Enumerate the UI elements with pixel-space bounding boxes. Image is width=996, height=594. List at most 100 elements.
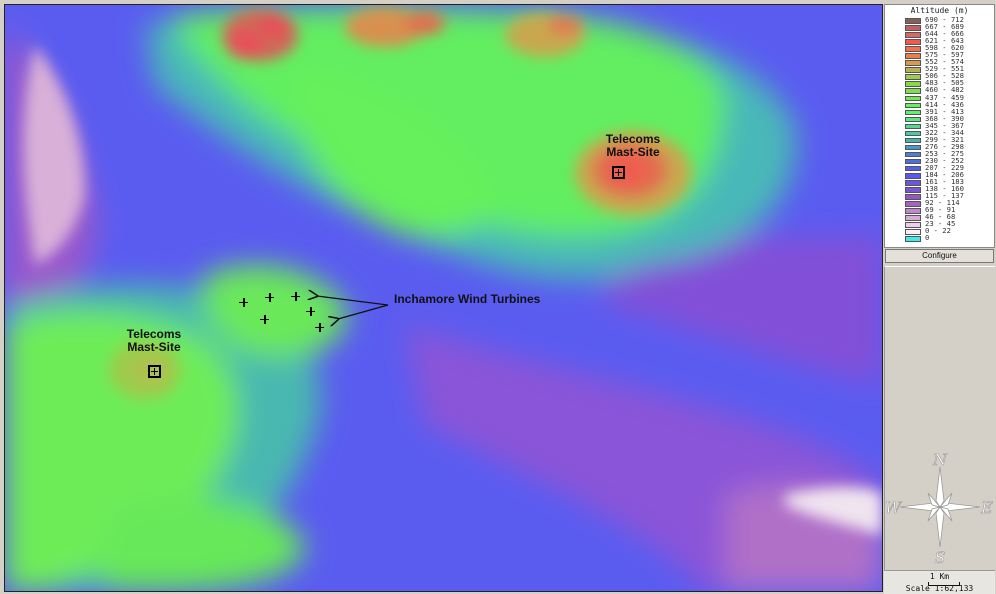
- mast-site-label-1: Telecoms Mast-Site: [605, 132, 661, 159]
- wind-turbine-marker[interactable]: [265, 293, 274, 302]
- mast-site-marker-1[interactable]: [612, 166, 625, 179]
- legend-swatch: [905, 144, 921, 151]
- legend-row: 0: [885, 233, 994, 243]
- legend-range-label: 46 - 68: [925, 212, 956, 222]
- legend-range-label: 414 - 436: [925, 99, 964, 109]
- legend-range-label: 276 - 298: [925, 141, 964, 151]
- legend-row: 276 - 298: [885, 141, 994, 151]
- legend-swatch: [905, 130, 921, 137]
- legend-row: 644 - 666: [885, 29, 994, 39]
- legend-swatch: [905, 102, 921, 109]
- legend-range-label: 644 - 666: [925, 29, 964, 39]
- legend-swatch: [905, 25, 921, 31]
- legend-row: 437 - 459: [885, 92, 994, 102]
- legend-swatch: [905, 53, 921, 59]
- terrain-raster: [5, 5, 882, 591]
- legend-swatch: [905, 60, 921, 66]
- legend-swatch: [905, 18, 921, 24]
- legend-swatch: [905, 123, 921, 130]
- legend-range-label: 598 - 620: [925, 43, 964, 53]
- legend-range-label: 0: [925, 233, 930, 243]
- legend-row: 690 - 712: [885, 16, 994, 24]
- wind-turbine-marker[interactable]: [260, 315, 269, 324]
- legend-range-label: 621 - 643: [925, 36, 964, 46]
- legend-row: 253 - 275: [885, 148, 994, 158]
- legend-range-label: 0 - 22: [925, 226, 951, 236]
- compass-rose-icon: N S W E: [886, 450, 993, 564]
- legend-swatch: [905, 32, 921, 38]
- legend-swatch: [905, 67, 921, 73]
- legend-range-label: 322 - 344: [925, 127, 964, 137]
- legend-row: 621 - 643: [885, 36, 994, 46]
- scale-bar-line: [928, 582, 960, 586]
- scale-bar: 1 Km Scale 1:62,133: [884, 570, 995, 594]
- legend-range-label: 92 - 114: [925, 198, 960, 208]
- legend-row: 391 - 413: [885, 106, 994, 116]
- legend-range-label: 483 - 505: [925, 78, 964, 88]
- wind-turbines-label: Inchamore Wind Turbines: [394, 292, 541, 306]
- legend-row: 322 - 344: [885, 127, 994, 137]
- legend-range-label: 299 - 321: [925, 134, 964, 144]
- legend-row: 529 - 551: [885, 64, 994, 74]
- legend-swatch: [905, 187, 921, 193]
- altitude-map[interactable]: Telecoms Mast-Site Telecoms Mast-Site In…: [4, 4, 883, 592]
- legend-range-label: 391 - 413: [925, 106, 964, 116]
- legend-range-label: 207 - 229: [925, 162, 964, 172]
- legend-row: 345 - 367: [885, 120, 994, 130]
- legend-row: 138 - 160: [885, 184, 994, 194]
- wind-turbine-marker[interactable]: [306, 307, 315, 316]
- legend-range-label: 138 - 160: [925, 184, 964, 194]
- wind-turbine-marker[interactable]: [291, 292, 300, 301]
- legend-swatch: [905, 81, 921, 87]
- legend-swatch: [905, 158, 921, 165]
- compass-e: E: [980, 498, 993, 517]
- legend-range-label: 460 - 482: [925, 85, 964, 95]
- legend-title: Altitude (m): [910, 6, 969, 15]
- legend-row: 115 - 137: [885, 191, 994, 201]
- legend-range-label: 529 - 551: [925, 64, 964, 74]
- legend-swatch: [905, 74, 921, 80]
- legend-row: 184 - 206: [885, 170, 994, 180]
- legend-row: 207 - 229: [885, 162, 994, 172]
- legend-range-label: 552 - 574: [925, 57, 964, 67]
- scale-bar-label: 1 Km: [929, 572, 950, 581]
- wind-turbine-marker[interactable]: [239, 298, 248, 307]
- legend-swatch: [905, 116, 921, 123]
- legend-swatch: [905, 109, 921, 116]
- legend-row: 161 - 183: [885, 178, 994, 186]
- mast-site-marker-2[interactable]: [148, 365, 161, 378]
- wind-turbine-marker[interactable]: [315, 323, 324, 332]
- legend-rows: 690 - 712 667 - 689 644 - 666 621 - 643 598 …: [885, 16, 994, 243]
- legend-range-label: 437 - 459: [925, 92, 964, 102]
- compass-w: W: [886, 498, 903, 517]
- legend-range-label: 575 - 597: [925, 50, 964, 60]
- compass-s: S: [935, 548, 946, 564]
- legend-swatch: [905, 39, 921, 45]
- legend-swatch: [905, 173, 921, 179]
- legend-range-label: 253 - 275: [925, 148, 964, 158]
- legend-range-label: 184 - 206: [925, 170, 964, 180]
- legend-row: 552 - 574: [885, 57, 994, 67]
- legend-swatch: [905, 194, 921, 200]
- legend-swatch: [905, 88, 921, 94]
- legend-swatch: [905, 229, 921, 235]
- legend-swatch: [905, 222, 921, 228]
- legend-row: 667 - 689: [885, 22, 994, 32]
- configure-button[interactable]: Configure: [885, 249, 994, 263]
- legend-swatch: [905, 236, 921, 242]
- legend-swatch: [905, 215, 921, 221]
- legend-row: 368 - 390: [885, 114, 994, 123]
- legend-range-label: 345 - 367: [925, 120, 964, 130]
- legend-row: 575 - 597: [885, 50, 994, 60]
- legend-row: 23 - 45: [885, 220, 994, 228]
- altitude-legend: Altitude (m) 690 - 712 667 - 689 644 - 666…: [884, 4, 995, 248]
- legend-range-label: 115 - 137: [925, 191, 964, 201]
- legend-range-label: 667 - 689: [925, 22, 964, 32]
- legend-row: 483 - 505: [885, 78, 994, 88]
- legend-swatch: [905, 201, 921, 207]
- legend-row: 230 - 252: [885, 155, 994, 165]
- legend-row: 414 - 436: [885, 99, 994, 109]
- legend-range-label: 69 - 91: [925, 205, 956, 215]
- legend-range-label: 506 - 528: [925, 71, 964, 81]
- legend-range-label: 230 - 252: [925, 155, 964, 165]
